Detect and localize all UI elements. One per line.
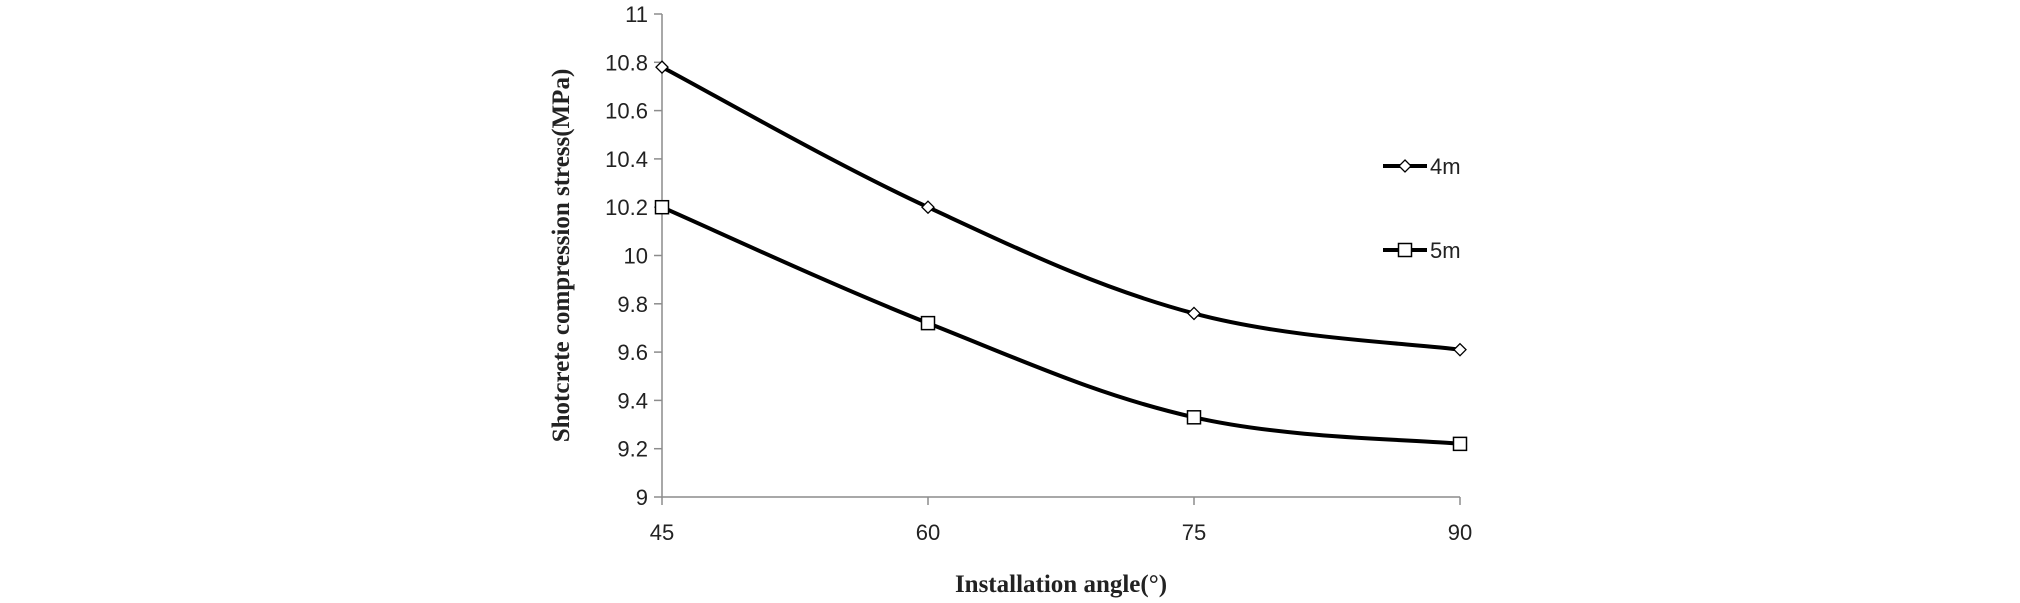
y-tick-label: 9 [636, 485, 648, 510]
data-point-5m [1186, 410, 1202, 425]
axes: 9 9.2 9.4 9.6 9.8 10 10.2 10.4 10.6 10.8 11 45 60 75 9… [605, 2, 1472, 545]
data-point-4m [1187, 306, 1201, 321]
data-point-5m [1452, 436, 1468, 452]
x-tick-label: 60 [916, 520, 940, 545]
y-tick-label: 10.6 [605, 99, 648, 124]
series-line-4m [661, 65, 1461, 352]
legend-label-4m: 4m [1430, 154, 1461, 179]
y-tick-label: 10.2 [605, 195, 648, 220]
data-point-4m [655, 60, 669, 75]
y-tick-label: 9.8 [617, 292, 648, 317]
data-point-4m [1453, 342, 1467, 357]
x-axis-title: Installation angle(°) [955, 571, 1167, 598]
data-point-5m [654, 199, 670, 215]
y-tick-label: 9.2 [617, 437, 648, 462]
y-tick-label: 10 [624, 244, 648, 269]
y-tick-label: 10.4 [605, 147, 648, 172]
data-point-5m [920, 315, 936, 331]
y-tick-label: 10.8 [605, 50, 648, 75]
series-line-5m [661, 205, 1461, 446]
x-tick-label: 75 [1182, 520, 1206, 545]
y-tick-label: 9.4 [617, 388, 648, 413]
x-tick-label: 90 [1448, 520, 1472, 545]
data-point-4m [921, 200, 935, 215]
legend: 4m 5m [1383, 154, 1461, 263]
plot-area [654, 60, 1468, 452]
y-axis-title: Shotcrete compression stress(MPa) [548, 69, 575, 443]
y-tick-label: 9.6 [617, 340, 648, 365]
legend-label-5m: 5m [1430, 238, 1461, 263]
y-tick-label: 11 [625, 2, 648, 27]
legend-marker-4m [1398, 159, 1412, 173]
legend-marker-5m [1397, 242, 1413, 258]
x-tick-label: 45 [650, 520, 674, 545]
